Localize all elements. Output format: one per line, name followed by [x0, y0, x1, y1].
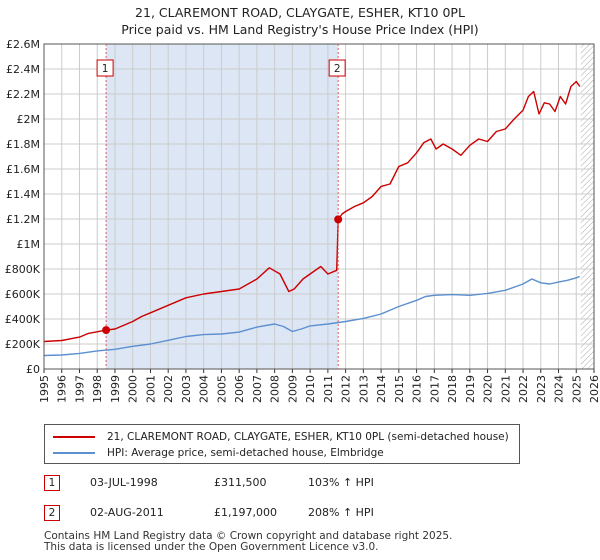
y-tick-label: £1M [17, 238, 41, 251]
y-tick-label: £2.6M [6, 38, 40, 51]
ownership-period-shade [106, 44, 339, 369]
price-chart: £0 £200K £400K £600K £800K £1M £1.2M £1.4M £1.6M… [5, 38, 600, 403]
sale-marker-badge: 1 [44, 475, 60, 491]
sale-date: 03-JUL-1998 [90, 476, 158, 489]
x-tick-label: 2014 [375, 375, 388, 403]
x-tick-label: 2012 [340, 375, 353, 403]
footer: Contains HM Land Registry data © Crown c… [44, 531, 452, 553]
legend-item-property: 21, CLAREMONT ROAD, CLAYGATE, ESHER, KT1… [53, 429, 509, 445]
x-tick-label: 2013 [357, 375, 370, 403]
x-tick-label: 1999 [109, 375, 122, 403]
sale-marker-box [96, 59, 114, 77]
y-tick-label: £0 [26, 363, 40, 376]
y-tick-label: £800K [5, 263, 41, 276]
sale-date: 02-AUG-2011 [90, 506, 164, 519]
legend-label-hpi: HPI: Average price, semi-detached house,… [107, 447, 384, 459]
x-tick-label: 2020 [482, 375, 495, 403]
x-tick-label: 2023 [535, 375, 548, 403]
x-tick-label: 2002 [162, 375, 175, 403]
sale-marker-box [328, 59, 346, 77]
x-tick-label: 2003 [180, 375, 193, 403]
sale-marker-label: 1 [102, 63, 109, 75]
x-tick-label: 2010 [304, 375, 317, 403]
sale-marker-label: 2 [334, 63, 341, 75]
x-tick-label: 2018 [446, 375, 459, 403]
title-line-2: Price paid vs. HM Land Registry's House … [121, 22, 479, 37]
hpi-line [43, 275, 581, 357]
x-tick-label: 2022 [517, 375, 530, 403]
x-tick-label: 2006 [233, 375, 246, 403]
y-tick-label: £1.6M [6, 163, 40, 176]
legend-swatch-property [53, 436, 95, 438]
x-tick-label: 2009 [286, 375, 299, 403]
sale-point [102, 326, 111, 335]
y-tick-label: £200K [5, 338, 41, 351]
y-tick-label: £1.4M [6, 188, 40, 201]
legend-swatch-hpi [53, 452, 95, 454]
y-tick-label: £600K [5, 288, 41, 301]
footer-line-2: This data is licensed under the Open Gov… [44, 541, 379, 553]
x-tick-label: 2005 [215, 375, 228, 403]
x-tick-label: 2021 [499, 375, 512, 403]
x-tick-label: 2000 [127, 375, 140, 403]
legend-item-hpi: HPI: Average price, semi-detached house,… [53, 445, 384, 461]
property-price-line [43, 80, 581, 343]
sale-marker-badge: 2 [44, 505, 60, 521]
x-tick-label: 1996 [56, 375, 69, 403]
sale-price: £1,197,000 [214, 506, 277, 519]
x-tick-label: 2011 [322, 375, 335, 403]
x-tick-label: 1997 [73, 375, 86, 403]
forecast-hatch [580, 44, 594, 369]
footer-line-1: Contains HM Land Registry data © Crown c… [44, 530, 453, 542]
x-tick-label: 1995 [38, 375, 51, 403]
x-tick-label: 2017 [428, 375, 441, 403]
y-tick-label: £2M [17, 113, 41, 126]
x-tick-label: 2026 [588, 375, 600, 403]
x-tick-label: 2008 [269, 375, 282, 403]
legend: 21, CLAREMONT ROAD, CLAYGATE, ESHER, KT1… [44, 424, 520, 464]
x-tick-label: 2016 [411, 375, 424, 403]
y-tick-label: £1.8M [6, 138, 40, 151]
title-line-1: 21, CLAREMONT ROAD, CLAYGATE, ESHER, KT1… [135, 5, 465, 20]
plot-border [43, 43, 595, 370]
x-tick-label: 2019 [464, 375, 477, 403]
chart-title: 21, CLAREMONT ROAD, CLAYGATE, ESHER, KT1… [0, 4, 600, 38]
x-tick-label: 2007 [251, 375, 264, 403]
legend-label-property: 21, CLAREMONT ROAD, CLAYGATE, ESHER, KT1… [107, 431, 509, 443]
sale-price: £311,500 [214, 476, 267, 489]
y-tick-label: £2.2M [6, 88, 40, 101]
sale-hpi-change: 103% ↑ HPI [308, 476, 374, 489]
y-tick-label: £1.2M [6, 213, 40, 226]
x-tick-label: 1998 [91, 375, 104, 403]
y-tick-label: £2.4M [6, 63, 40, 76]
x-tick-label: 2024 [553, 375, 566, 403]
y-tick-label: £400K [5, 313, 41, 326]
x-tick-label: 2004 [198, 375, 211, 403]
x-tick-label: 2001 [144, 375, 157, 403]
x-tick-label: 2025 [570, 375, 583, 403]
sale-hpi-change: 208% ↑ HPI [308, 506, 374, 519]
x-tick-label: 2015 [393, 375, 406, 403]
sale-point [334, 215, 343, 224]
